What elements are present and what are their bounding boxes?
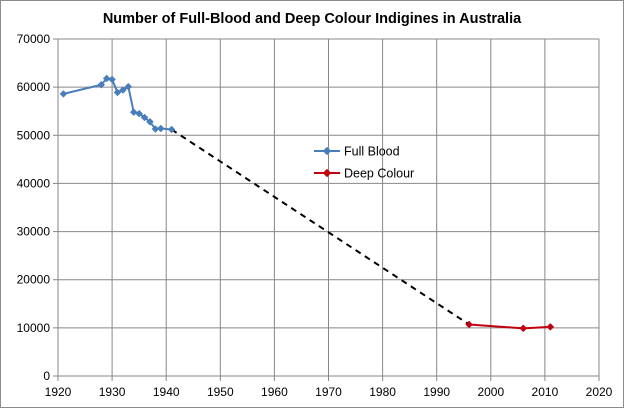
tick-labels: 0 10000 20000 30000 40000 50000 60000 70000 1920…: [17, 32, 613, 399]
x-tick-label-1950: 1950: [207, 385, 234, 399]
data-point-full-blood-1935: [135, 109, 144, 118]
y-tick-label-40000: 40000: [17, 176, 51, 190]
legend-label-full-blood: Full Blood: [344, 145, 400, 159]
legend: Full Blood Deep Colour: [314, 145, 414, 181]
data-point-deep-colour-2006: [519, 324, 528, 333]
x-tick-label-1940: 1940: [153, 385, 180, 399]
data-point-full-blood-1939: [156, 124, 165, 133]
data-point-full-blood-1930: [108, 75, 116, 84]
legend-marker-deep-colour: [322, 168, 332, 178]
y-tick-label-10000: 10000: [17, 321, 51, 335]
dashed-connector-line: [171, 128, 470, 326]
y-tick-label-20000: 20000: [17, 273, 51, 287]
data-point-full-blood-1934: [129, 108, 138, 117]
data-point-full-blood-1928: [97, 80, 106, 89]
data-point-full-blood-1936: [140, 113, 149, 122]
data-point-deep-colour-1996: [465, 320, 474, 329]
y-tick-label-50000: 50000: [17, 128, 51, 142]
data-point-full-blood-1929: [102, 74, 111, 83]
chart-title: Number of Full-Blood and Deep Colour Ind…: [103, 11, 522, 27]
y-tick-label-30000: 30000: [17, 225, 51, 239]
series-group: [59, 74, 555, 333]
data-point-full-blood-1932: [119, 86, 127, 94]
x-tick-label-2020: 2020: [586, 385, 613, 399]
x-tick-label-1980: 1980: [369, 385, 396, 399]
x-tick-label-1990: 1990: [423, 385, 450, 399]
x-tick-label-1960: 1960: [261, 385, 288, 399]
y-tick-label-60000: 60000: [17, 80, 51, 94]
data-point-full-blood-1937: [146, 117, 154, 126]
x-tick-label-1970: 1970: [315, 385, 342, 399]
x-tick-label-2010: 2010: [532, 385, 559, 399]
x-tick-label-1930: 1930: [99, 385, 126, 399]
data-point-deep-colour-2011: [546, 323, 555, 331]
data-point-full-blood-1941: [167, 125, 176, 134]
y-tick-label-70000: 70000: [17, 32, 51, 46]
legend-label-deep-colour: Deep Colour: [344, 167, 414, 181]
data-point-full-blood-1933: [124, 82, 133, 91]
data-point-full-blood-1921: [59, 90, 68, 98]
legend-marker-full-blood: [322, 146, 332, 156]
axes: [53, 38, 600, 381]
y-tick-label-0: 0: [43, 369, 50, 383]
x-tick-label-1920: 1920: [45, 385, 72, 399]
x-tick-label-2000: 2000: [477, 385, 504, 399]
data-point-full-blood-1931: [113, 88, 122, 97]
